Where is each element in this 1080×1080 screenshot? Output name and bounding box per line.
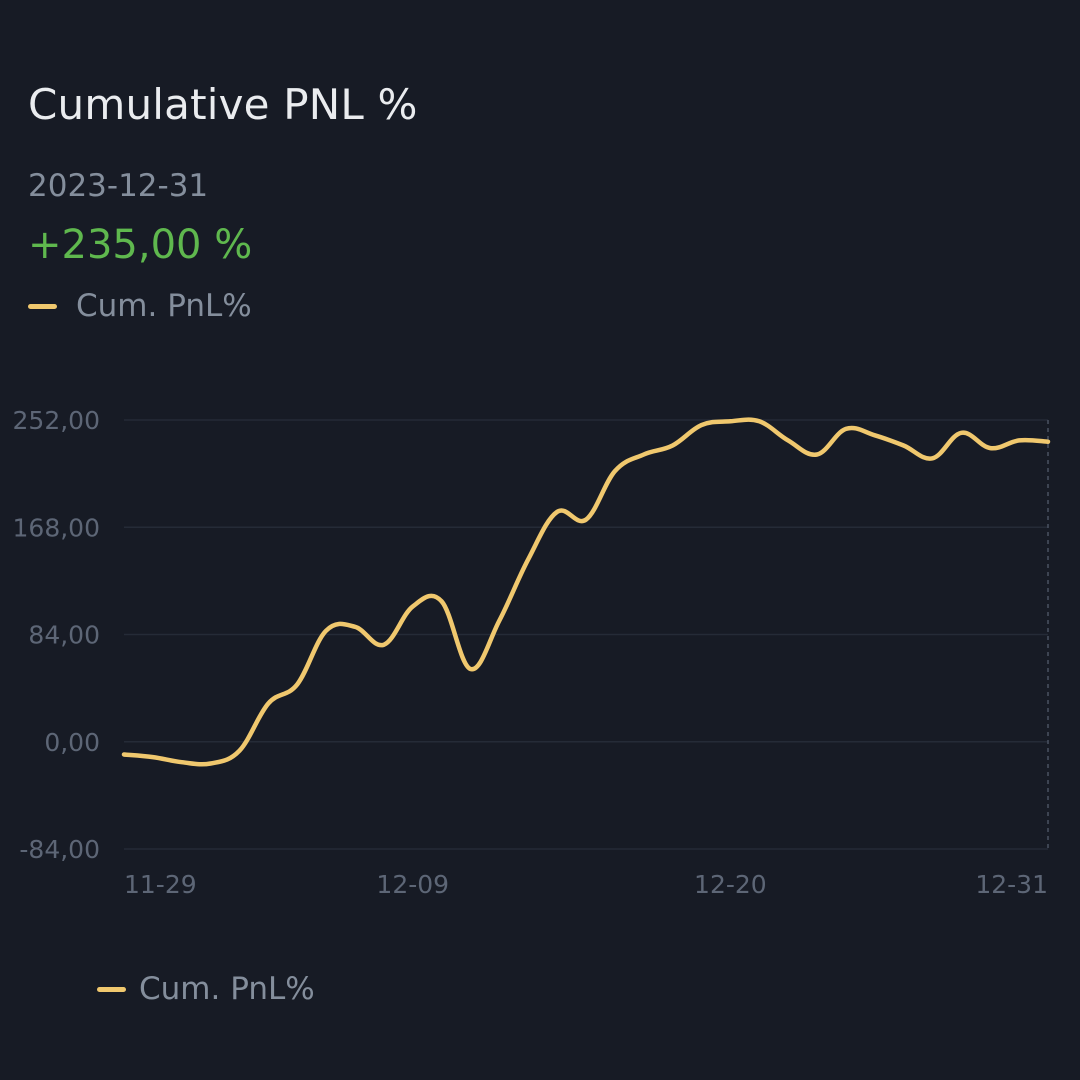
series-point[interactable]: [927, 452, 939, 464]
series-point[interactable]: [869, 429, 881, 441]
series-point[interactable]: [320, 625, 332, 637]
selected-date: 2023-12-31: [28, 168, 209, 204]
series-point[interactable]: [724, 415, 736, 427]
series-point[interactable]: [638, 448, 650, 460]
series-line-cum-pnl: [121, 417, 1051, 767]
series-point[interactable]: [234, 745, 246, 757]
series-point[interactable]: [147, 751, 159, 763]
legend-swatch-icon: [28, 303, 57, 309]
legend-bottom[interactable]: Cum. PnL%: [97, 971, 315, 1007]
series-point[interactable]: [118, 749, 130, 761]
y-tick-label: 252,00: [13, 406, 100, 435]
legend-top[interactable]: Cum. PnL%: [28, 288, 252, 324]
series-point[interactable]: [840, 423, 852, 435]
x-tick-label: 12-09: [376, 870, 449, 899]
series-point[interactable]: [378, 639, 390, 651]
series-point[interactable]: [262, 697, 274, 709]
y-axis-ticks: 252,00 168,00 84,00 0,00 -84,00: [13, 406, 100, 864]
series-point[interactable]: [291, 678, 303, 690]
series-point[interactable]: [667, 440, 679, 452]
series-point[interactable]: [898, 440, 910, 452]
x-tick-label: 12-31: [975, 870, 1048, 899]
grid-lines: [124, 419, 1048, 850]
y-tick-label: 84,00: [28, 621, 100, 650]
y-tick-label: 168,00: [13, 513, 100, 542]
series-point[interactable]: [493, 614, 505, 626]
series-point[interactable]: [984, 442, 996, 454]
series-point[interactable]: [465, 663, 477, 675]
series-point[interactable]: [176, 756, 188, 768]
series-point[interactable]: [609, 465, 621, 477]
legend-swatch-icon: [97, 986, 126, 992]
x-tick-label: 11-29: [124, 870, 197, 899]
legend-label: Cum. PnL%: [76, 288, 252, 324]
series-point[interactable]: [811, 448, 823, 460]
y-tick-label: 0,00: [44, 728, 100, 757]
series-point[interactable]: [407, 600, 419, 612]
series-point[interactable]: [522, 553, 534, 565]
series-point[interactable]: [205, 757, 217, 769]
y-tick-label: -84,00: [19, 835, 100, 864]
pnl-value: +235,00 %: [28, 222, 253, 268]
series-point[interactable]: [349, 621, 361, 633]
series-point[interactable]: [696, 419, 708, 431]
chart-title: Cumulative PNL %: [28, 80, 418, 129]
series-point[interactable]: [580, 514, 592, 526]
x-tick-label: 12-20: [694, 870, 767, 899]
series-point[interactable]: [1013, 434, 1025, 446]
series-point[interactable]: [753, 415, 765, 427]
series-point[interactable]: [436, 595, 448, 607]
series-point[interactable]: [782, 434, 794, 446]
series-point[interactable]: [1042, 436, 1054, 448]
x-axis-ticks: 11-29 12-09 12-20 12-31: [124, 870, 1048, 899]
series-point[interactable]: [551, 506, 563, 518]
legend-label: Cum. PnL%: [139, 971, 315, 1007]
series-point[interactable]: [955, 427, 967, 439]
